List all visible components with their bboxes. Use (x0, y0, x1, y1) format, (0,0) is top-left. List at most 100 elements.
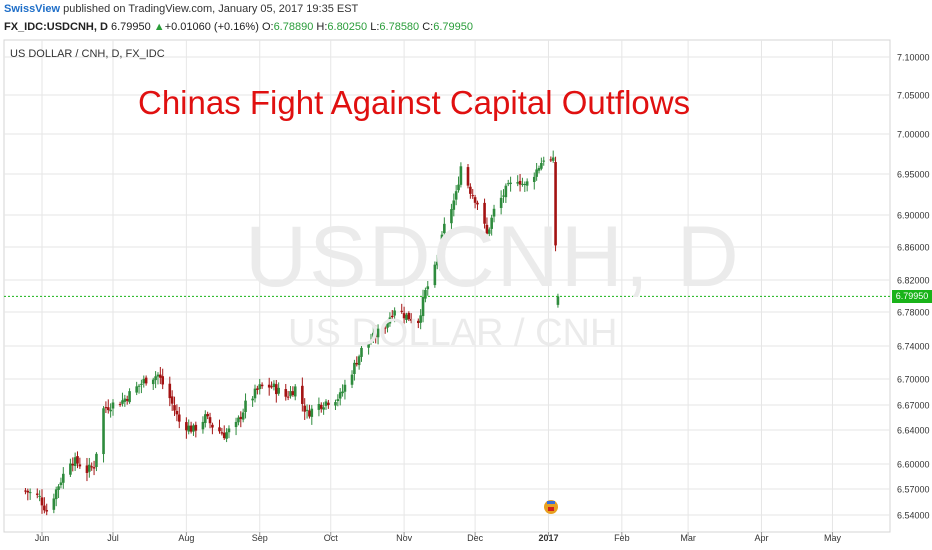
candle-body (424, 290, 427, 299)
candle-body (173, 405, 176, 411)
candle-body (241, 412, 245, 420)
candle-body (225, 432, 228, 439)
candle-body (144, 377, 148, 384)
candle-body (383, 327, 387, 329)
open-label: O: (261, 21, 274, 33)
candle-body (90, 466, 93, 468)
candle-body (450, 209, 453, 224)
candle-body (175, 410, 179, 415)
candle-body (52, 498, 56, 510)
low-value: 6.78580 (379, 21, 420, 33)
candle-body (523, 184, 527, 186)
candle-body (407, 312, 411, 320)
y-tick-label: 6.64000 (897, 426, 930, 436)
candle-body (343, 384, 347, 392)
candle-body (417, 320, 420, 324)
x-tick-label: Feb (614, 533, 630, 543)
candle-body (516, 182, 519, 184)
x-tick-label: Dec (467, 533, 484, 543)
candle-body (142, 378, 146, 384)
current-price-tag: 6.79950 (892, 290, 932, 303)
x-tick-label: 2017 (538, 533, 558, 543)
candle-body (135, 386, 138, 393)
candle-body (390, 315, 394, 318)
y-tick-label: 7.10000 (897, 53, 930, 63)
candle-body (466, 167, 470, 186)
candle-body (111, 402, 115, 409)
candle-body (125, 399, 129, 401)
candle-body (305, 409, 309, 411)
candle-body (123, 398, 127, 402)
candle-body (161, 376, 164, 385)
candle-body (92, 467, 96, 469)
close-value: 6.79950 (433, 21, 473, 33)
candle-body (85, 465, 89, 473)
candle-body (341, 391, 344, 394)
candle-body (244, 400, 247, 413)
candle-body (208, 417, 212, 424)
candle-body (137, 385, 141, 387)
candle-body (260, 384, 264, 387)
candle-body (360, 347, 363, 357)
candle-body (222, 432, 226, 439)
candle-body (62, 473, 65, 483)
candle-body (237, 417, 240, 423)
candle-body (338, 392, 342, 399)
candle-body (419, 315, 422, 323)
candle-body (227, 428, 231, 433)
candle-body (177, 414, 181, 422)
candle-body (376, 328, 380, 338)
candle-body (471, 195, 475, 197)
candle-body (488, 229, 491, 234)
candle-body (350, 374, 354, 385)
last-price: 6.79950 (110, 21, 151, 33)
candle-body (69, 463, 72, 475)
candle-body (293, 386, 297, 397)
y-tick-label: 6.74000 (897, 342, 930, 352)
candle-body (426, 286, 430, 290)
candle-body (301, 385, 304, 404)
author-link[interactable]: SwissView (4, 3, 61, 15)
candle-body (409, 318, 413, 321)
candle-body (433, 264, 437, 286)
candle-body (159, 374, 162, 378)
candle-body (554, 162, 557, 246)
candle-body (549, 159, 553, 161)
candles (24, 150, 560, 516)
x-tick-label: Nov (396, 533, 413, 543)
candle-body (372, 332, 375, 340)
candle-body (506, 183, 510, 185)
candle-body (71, 463, 75, 466)
candle-body (234, 421, 238, 428)
watermark-symbol: USDCNH, D (245, 209, 741, 305)
candle-body (499, 197, 503, 208)
chart-symbol-label: US DOLLAR / CNH, D, FX_IDC (10, 48, 165, 60)
candle-body (492, 208, 496, 217)
x-tick-label: Oct (324, 533, 339, 543)
candle-body (374, 333, 377, 337)
y-tick-label: 6.70000 (897, 375, 930, 385)
x-axis: Jun Jul Aug Sep Oct Nov Dec 2017 Feb Mar Apr May (35, 532, 841, 543)
candle-body (102, 408, 105, 455)
candle-body (324, 401, 328, 406)
candle-body (289, 391, 292, 397)
candle-body (192, 425, 195, 432)
event-flag-icon[interactable] (544, 500, 558, 514)
candle-body (542, 160, 546, 162)
candle-body (140, 383, 143, 385)
candle-body (459, 166, 463, 185)
candle-body (151, 379, 155, 385)
candle-body (438, 252, 441, 263)
y-tick-label: 6.86000 (897, 243, 930, 253)
candle-body (154, 376, 157, 381)
candle-body (272, 383, 276, 387)
candle-body (40, 497, 44, 506)
candle-body (327, 402, 330, 406)
candle-body (473, 197, 477, 203)
candle-body (369, 340, 373, 343)
y-tick-label: 6.82000 (897, 276, 930, 286)
candle-body (57, 486, 60, 490)
candle-body (256, 388, 259, 390)
y-tick-label: 6.57000 (897, 485, 930, 495)
